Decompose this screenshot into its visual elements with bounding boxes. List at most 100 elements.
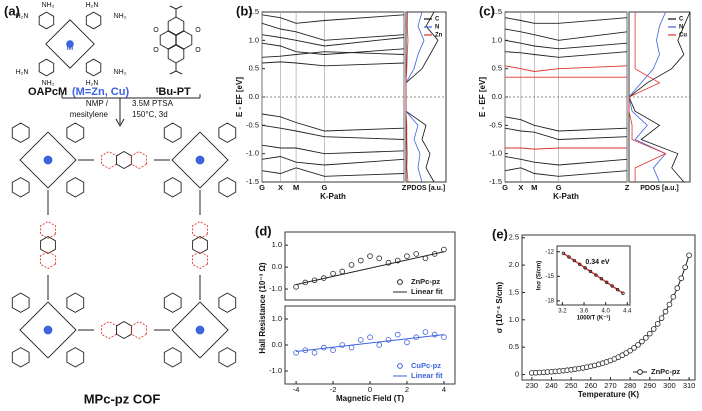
x-tick-label: 300 bbox=[663, 381, 676, 390]
y-tick-label: -1.0 bbox=[269, 366, 282, 375]
legend-label: ZnPc-pz bbox=[651, 367, 680, 376]
condition: 150°C, 3d bbox=[132, 110, 168, 119]
legend-label: ZnPc-pz bbox=[411, 277, 440, 286]
data-point bbox=[658, 315, 665, 321]
macrocycle bbox=[171, 131, 229, 189]
data-point bbox=[666, 301, 673, 308]
macrocycle bbox=[19, 301, 77, 359]
band bbox=[504, 51, 628, 58]
band bbox=[261, 51, 405, 58]
panel-label: (b) bbox=[236, 3, 253, 18]
y-tick-label: -1.5 bbox=[246, 177, 259, 186]
x-axis-label: K-Path bbox=[320, 192, 346, 201]
data-point bbox=[572, 258, 577, 263]
metal-center bbox=[66, 40, 74, 48]
legend-label: C bbox=[435, 17, 440, 23]
x-tick-label: 270 bbox=[604, 381, 617, 390]
legend-swatch bbox=[397, 363, 403, 369]
data-point bbox=[578, 262, 582, 266]
y-axis-label: lnσ (S/cm) bbox=[537, 261, 543, 290]
x-tick-label: M bbox=[531, 183, 537, 192]
y-tick-label: 0.0 bbox=[272, 340, 282, 349]
reaction-arrow bbox=[61, 94, 201, 128]
data-point bbox=[330, 270, 336, 277]
monomer-label: OAPcM bbox=[28, 86, 67, 98]
plot-frame bbox=[556, 245, 631, 306]
band bbox=[261, 61, 405, 67]
x-tick-label: 250 bbox=[565, 381, 578, 390]
ring bbox=[218, 122, 237, 143]
band bbox=[504, 39, 628, 50]
oxygen: O bbox=[153, 27, 159, 34]
macrocycle bbox=[19, 131, 77, 189]
oxygen: O bbox=[153, 47, 159, 54]
x-tick-label: G bbox=[502, 183, 508, 192]
panel-label: (c) bbox=[479, 3, 495, 18]
metal-center bbox=[195, 325, 205, 335]
pdos-label: PDOS [a.u.] bbox=[407, 185, 446, 192]
ring bbox=[192, 220, 208, 240]
band bbox=[504, 17, 628, 24]
legend-label: Linear fit bbox=[411, 371, 443, 380]
band bbox=[261, 22, 405, 41]
data-point bbox=[567, 255, 571, 259]
legend-label: Zn bbox=[435, 33, 443, 39]
y-tick-label: 2.0 bbox=[509, 260, 519, 269]
ring bbox=[218, 347, 237, 368]
data-point bbox=[404, 339, 410, 346]
x-tick-label: 260 bbox=[585, 381, 598, 390]
y-tick-label: 0.5 bbox=[509, 342, 519, 351]
data-point bbox=[646, 330, 653, 337]
band bbox=[261, 34, 405, 47]
legend-swatch bbox=[397, 279, 403, 285]
data-point bbox=[348, 344, 355, 351]
ring bbox=[40, 220, 56, 240]
series-line bbox=[296, 334, 444, 352]
data-point bbox=[686, 252, 692, 259]
panel-label: (a) bbox=[4, 3, 20, 18]
data-point bbox=[605, 280, 609, 285]
x-axis-label: Magnetic Field (T) bbox=[336, 394, 404, 403]
oxygen: O bbox=[195, 47, 201, 54]
monomer-metals: (M=Zn, Cu) bbox=[72, 86, 129, 98]
y-tick-label: -1.0 bbox=[489, 149, 502, 158]
data-point bbox=[367, 334, 373, 341]
data-point bbox=[348, 262, 355, 268]
macrocycle bbox=[45, 19, 95, 69]
ring bbox=[38, 11, 55, 30]
x-tick-label: X bbox=[518, 183, 523, 192]
x-tick-label: 280 bbox=[624, 381, 637, 390]
band bbox=[261, 167, 405, 177]
data-point bbox=[594, 273, 598, 277]
annotation: 0.34 eV bbox=[585, 259, 609, 266]
data-point bbox=[404, 253, 410, 259]
amine: H₂N bbox=[86, 80, 99, 87]
ring bbox=[66, 347, 85, 368]
band bbox=[261, 124, 405, 140]
y-tick-label: 1.5 bbox=[492, 7, 502, 16]
x-tick-label: G bbox=[556, 183, 562, 192]
x-tick-label: 240 bbox=[545, 381, 558, 390]
legend-swatch bbox=[637, 369, 643, 375]
x-tick-label: 4.4 bbox=[623, 309, 632, 315]
arrow-head bbox=[115, 118, 125, 128]
data-point bbox=[357, 257, 364, 264]
panel-label: (d) bbox=[255, 223, 272, 238]
data-point bbox=[662, 308, 669, 315]
legend-label: CuPc-pz bbox=[411, 361, 441, 370]
band bbox=[261, 14, 405, 24]
data-point bbox=[654, 321, 661, 327]
band bbox=[261, 113, 405, 132]
y-axis-label: E - EF [eV] bbox=[235, 77, 244, 117]
y-tick-label: -1.5 bbox=[489, 177, 502, 186]
ring bbox=[192, 235, 208, 255]
data-point bbox=[376, 255, 383, 262]
data-point bbox=[599, 276, 604, 281]
amine: NH₂ bbox=[42, 80, 55, 87]
y-tick-label: 1.5 bbox=[509, 287, 519, 296]
x-tick-label: -4 bbox=[293, 385, 300, 394]
band bbox=[504, 167, 628, 177]
amine: H₂N bbox=[86, 2, 99, 9]
ring bbox=[163, 347, 182, 368]
y-tick-label: 0.0 bbox=[249, 92, 259, 101]
